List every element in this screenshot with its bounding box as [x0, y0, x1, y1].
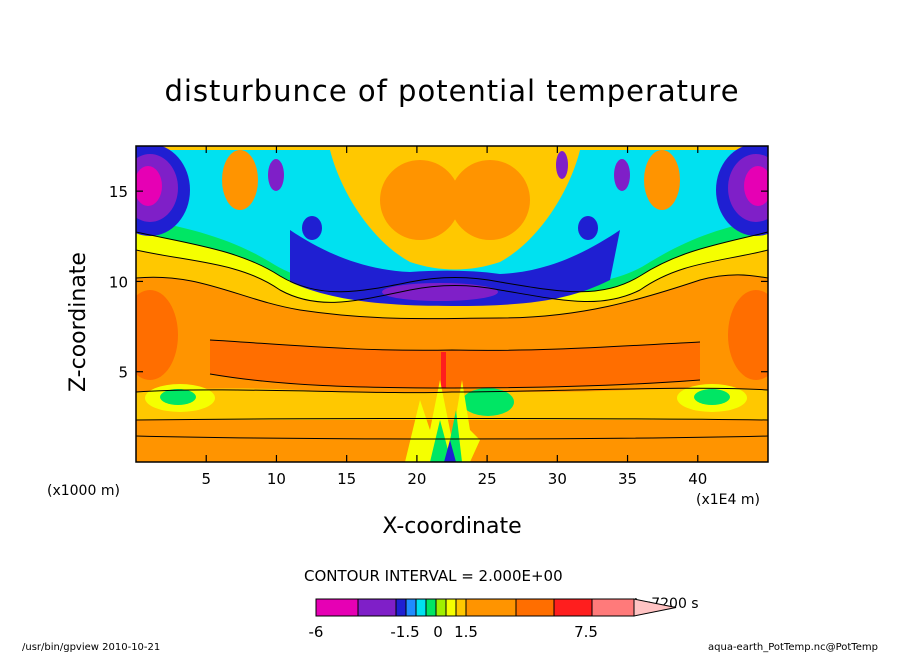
footer-right: aqua-earth_PotTemp.nc@PotTemp — [708, 642, 878, 653]
field-right-vortex-core — [744, 166, 768, 206]
x-tick-label: 40 — [688, 470, 707, 488]
field-tower-red — [441, 352, 446, 388]
x-tick-label: 20 — [407, 470, 426, 488]
colorbar-segment — [455, 598, 467, 617]
colorbar-segment — [515, 598, 555, 617]
field-tower-green — [430, 410, 462, 462]
x-tick-label: 25 — [478, 470, 497, 488]
field-cell-6 — [302, 216, 322, 240]
y-axis-unit: (x1E4 m) — [696, 492, 760, 508]
field-cell-5 — [556, 151, 568, 179]
field-top-core-right — [450, 160, 530, 240]
field-cell-4 — [614, 159, 630, 191]
field-cell-3 — [268, 159, 284, 191]
field-tower-yellow — [405, 380, 480, 462]
field-mid-core — [210, 340, 700, 388]
chart-title: disturbunce of potential temperature — [164, 74, 740, 108]
field-low-right-green — [694, 389, 730, 405]
contour-lines — [136, 231, 768, 440]
plot-frame — [135, 145, 769, 463]
colorbar-segment — [553, 598, 593, 617]
colorbar-segment — [591, 598, 635, 617]
field-right-core — [728, 290, 768, 380]
y-axis-ticks: 5 10 15 — [109, 183, 768, 382]
colorbar-tick-label: 7.5 — [574, 623, 598, 641]
x-axis-unit: (x1000 m) — [47, 483, 120, 499]
field-cell-2 — [644, 150, 680, 210]
colorbar-tick-label: -1.5 — [390, 623, 419, 641]
field-upper-blue — [290, 230, 620, 306]
field-top-core-left — [380, 160, 460, 240]
colorbar-segment — [435, 598, 447, 617]
field-purple-core — [382, 283, 498, 301]
field-low-left-green — [160, 389, 196, 405]
colorbar-tick-label: 1.5 — [454, 623, 478, 641]
colorbar-segment — [415, 598, 427, 617]
x-tick-label: 15 — [337, 470, 356, 488]
colorbar-tick-label: -6 — [309, 623, 324, 641]
field-left-core — [136, 290, 178, 380]
footer-left: /usr/bin/gpview 2010-10-21 — [22, 642, 161, 653]
field-cell-1 — [222, 150, 258, 210]
x-tick-label: 30 — [548, 470, 567, 488]
colorbar-segment — [425, 598, 437, 617]
x-axis-ticks: 5 10 15 20 25 30 35 40 — [201, 146, 707, 488]
field-left-vortex-core — [136, 166, 162, 206]
x-tick-label: 5 — [201, 470, 211, 488]
field-tower-blue — [444, 440, 456, 462]
contour-interval-label: CONTOUR INTERVAL = 2.000E+00 — [304, 567, 563, 585]
colorbar-segment — [405, 598, 417, 617]
y-tick-label: 5 — [118, 364, 128, 382]
y-tick-label: 15 — [109, 183, 128, 201]
x-tick-label: 10 — [267, 470, 286, 488]
x-axis-label: X-coordinate — [382, 514, 522, 539]
colorbar-tick-label: 0 — [433, 623, 443, 641]
colorbar-segment — [445, 598, 457, 617]
colorbar: -6 -1.5 0 1.5 7.5 — [309, 598, 677, 641]
y-tick-label: 10 — [109, 273, 128, 291]
colorbar-segment — [395, 598, 407, 617]
x-tick-label: 35 — [618, 470, 637, 488]
colorbar-segment — [315, 598, 359, 617]
colorbar-segment — [357, 598, 397, 617]
colorbar-segment — [465, 598, 517, 617]
contour-field — [136, 146, 768, 462]
colorbar-arrow — [633, 598, 677, 617]
field-low-center-green — [462, 388, 514, 416]
field-cell-7 — [578, 216, 598, 240]
